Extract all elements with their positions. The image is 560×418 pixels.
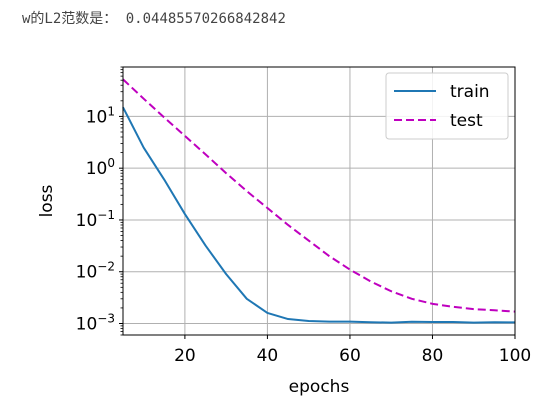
series-line-test	[122, 78, 516, 313]
legend: train test	[385, 72, 509, 140]
x-tick-label: 40	[257, 346, 279, 366]
x-axis-title: epochs	[289, 377, 350, 397]
legend-label-test: test	[450, 111, 483, 131]
x-tick-label: 100	[499, 346, 531, 366]
legend-box	[385, 72, 509, 140]
norm-label: w的L2范数是：	[22, 11, 118, 27]
series-line-train	[122, 106, 516, 324]
y-tick-label: 101	[86, 104, 115, 127]
y-tick-label: 10−3	[76, 312, 115, 335]
y-axis-title: loss	[37, 184, 57, 217]
x-tick-label: 60	[339, 346, 361, 366]
series-layer	[122, 78, 516, 324]
y-tick-label: 10−1	[76, 208, 115, 231]
output-text: w的L2范数是： 0.04485570266842842	[22, 8, 286, 28]
y-tick-label: 10−2	[76, 260, 115, 283]
x-tick-label: 20	[174, 346, 196, 366]
x-tick-label: 80	[422, 346, 444, 366]
y-tick-label: 100	[86, 156, 115, 179]
ticks: 20 40 60 80 100 10−3 10−2 10−1 100 101	[76, 66, 531, 366]
plot-frame	[122, 66, 516, 336]
norm-value: 0.04485570266842842	[125, 11, 286, 27]
legend-label-train: train	[450, 82, 490, 102]
